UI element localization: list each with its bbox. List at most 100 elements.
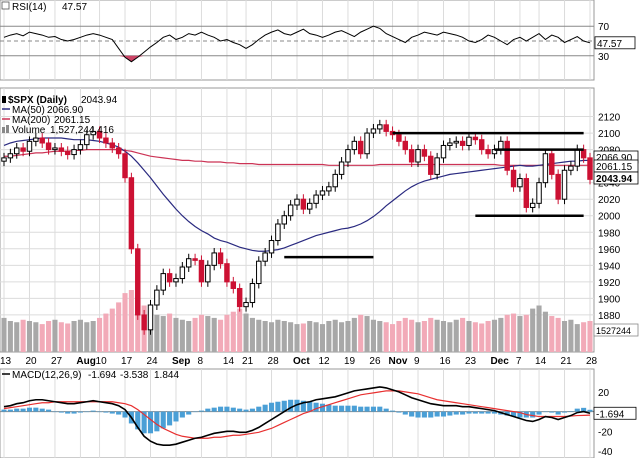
macd-histogram-bar <box>440 411 447 417</box>
volume-bar <box>256 319 262 352</box>
price-tick-label: 2020 <box>598 195 621 206</box>
macd-value: -1.694 <box>88 370 117 381</box>
candle-body <box>243 302 249 308</box>
macd-histogram-bar <box>224 406 230 412</box>
candle-body <box>542 153 549 184</box>
macd-histogram-bar <box>154 411 160 432</box>
rsi-current-value: 47.57 <box>62 2 87 13</box>
candlesticks <box>1 119 593 335</box>
price-legend: $SPX (Daily) 2043.94 MA(50) 2066.90 MA(2… <box>2 95 118 136</box>
macd-histogram-bar <box>135 411 141 430</box>
rsi-tick-label: 70 <box>598 22 610 33</box>
macd-histogram-bar <box>122 411 128 418</box>
candle-body <box>587 157 593 180</box>
candle-body <box>58 147 65 152</box>
candle-body <box>307 202 313 210</box>
macd-histogram-bar <box>536 411 542 415</box>
candle-body <box>300 198 307 210</box>
volume-bar <box>275 319 281 352</box>
candle-body <box>440 144 447 159</box>
ma200-value: 2061.15 <box>54 115 91 126</box>
macd-histogram-bar <box>581 407 587 412</box>
volume-bar <box>20 319 26 352</box>
macd-histogram-bar <box>7 409 13 412</box>
support-resistance-lines <box>284 131 584 259</box>
x-tick-label: 27 <box>51 356 63 367</box>
volume-bar <box>262 321 268 352</box>
macd-histogram-bar <box>39 408 45 412</box>
volume-bar <box>440 321 447 352</box>
macd-histogram-bar <box>71 411 77 414</box>
macd-histogram-bar <box>1 409 7 412</box>
macd-histogram-bar <box>319 403 326 412</box>
candle-body <box>26 140 33 152</box>
macd-histogram-bar <box>402 411 408 415</box>
candle-body <box>52 147 58 151</box>
candle-body <box>338 161 345 175</box>
macd-histogram-bar <box>339 405 345 412</box>
candle-body <box>103 137 109 144</box>
candle-body <box>160 273 166 291</box>
price-tick-label: 2120 <box>598 113 621 124</box>
candle-body <box>141 314 147 331</box>
volume-bar <box>428 317 434 352</box>
macd-histogram-bar <box>453 411 459 415</box>
volume-bar <box>103 313 109 352</box>
candle-body <box>39 137 45 144</box>
candle-body <box>236 287 243 308</box>
candle-body <box>466 136 472 146</box>
candle-body <box>77 144 84 151</box>
x-tick-label: Oct <box>293 356 310 367</box>
volume-bar <box>453 319 459 352</box>
x-tick-label: 12 <box>318 356 330 367</box>
macd-histogram-bar <box>530 411 536 418</box>
macd-histogram-bar <box>249 408 255 412</box>
volume-bar <box>326 321 332 352</box>
volume-bar <box>300 323 306 352</box>
volume-bar <box>472 322 478 352</box>
candle-body <box>211 252 217 266</box>
candle-body <box>33 137 39 142</box>
volume-bar <box>192 317 198 352</box>
volume-bar <box>198 314 205 352</box>
volume-bar <box>1 317 7 352</box>
volume-bar <box>530 308 536 352</box>
macd-histogram-bar <box>52 411 58 413</box>
volume-bar <box>485 321 491 352</box>
candle-body <box>45 142 52 151</box>
macd-tick-label: -40 <box>598 447 613 458</box>
volume-bar <box>402 317 408 352</box>
candle-body <box>536 182 542 204</box>
volume-bar <box>504 314 510 352</box>
macd-histogram-bar <box>192 411 198 413</box>
macd-histogram-bar <box>281 400 287 412</box>
x-tick-label: 21 <box>242 356 254 367</box>
macd-line <box>3 386 591 446</box>
macd-histogram-bar <box>147 411 154 434</box>
price-tick-label: 1900 <box>598 294 621 305</box>
macd-histogram-bar <box>294 399 300 412</box>
volume-bar <box>587 321 593 352</box>
volume-bar <box>568 319 574 352</box>
macd-histogram-bar <box>230 407 236 412</box>
candle-body <box>453 140 459 144</box>
candle-body <box>287 204 294 217</box>
price-tick-label: 1980 <box>598 228 621 239</box>
candle-body <box>96 130 103 139</box>
last-price: 2043.94 <box>81 95 118 106</box>
candle-body <box>205 264 211 283</box>
volume-bar <box>84 322 90 352</box>
volume-bar <box>128 290 134 352</box>
macd-histogram-bar <box>77 411 83 413</box>
macd-tick-label: 20 <box>598 388 610 399</box>
x-tick-label: Nov <box>389 356 408 367</box>
macd-histogram-bar <box>90 410 96 412</box>
macd-histogram-bar <box>472 411 478 414</box>
rsi-value-tag <box>594 36 636 50</box>
rsi-label: RSI(14) <box>12 2 46 13</box>
x-tick-label: Dec <box>490 356 509 367</box>
volume-bar <box>65 323 71 352</box>
macd-histogram-bar <box>256 406 262 412</box>
volume-layer <box>1 290 593 352</box>
candle-body <box>345 149 351 163</box>
